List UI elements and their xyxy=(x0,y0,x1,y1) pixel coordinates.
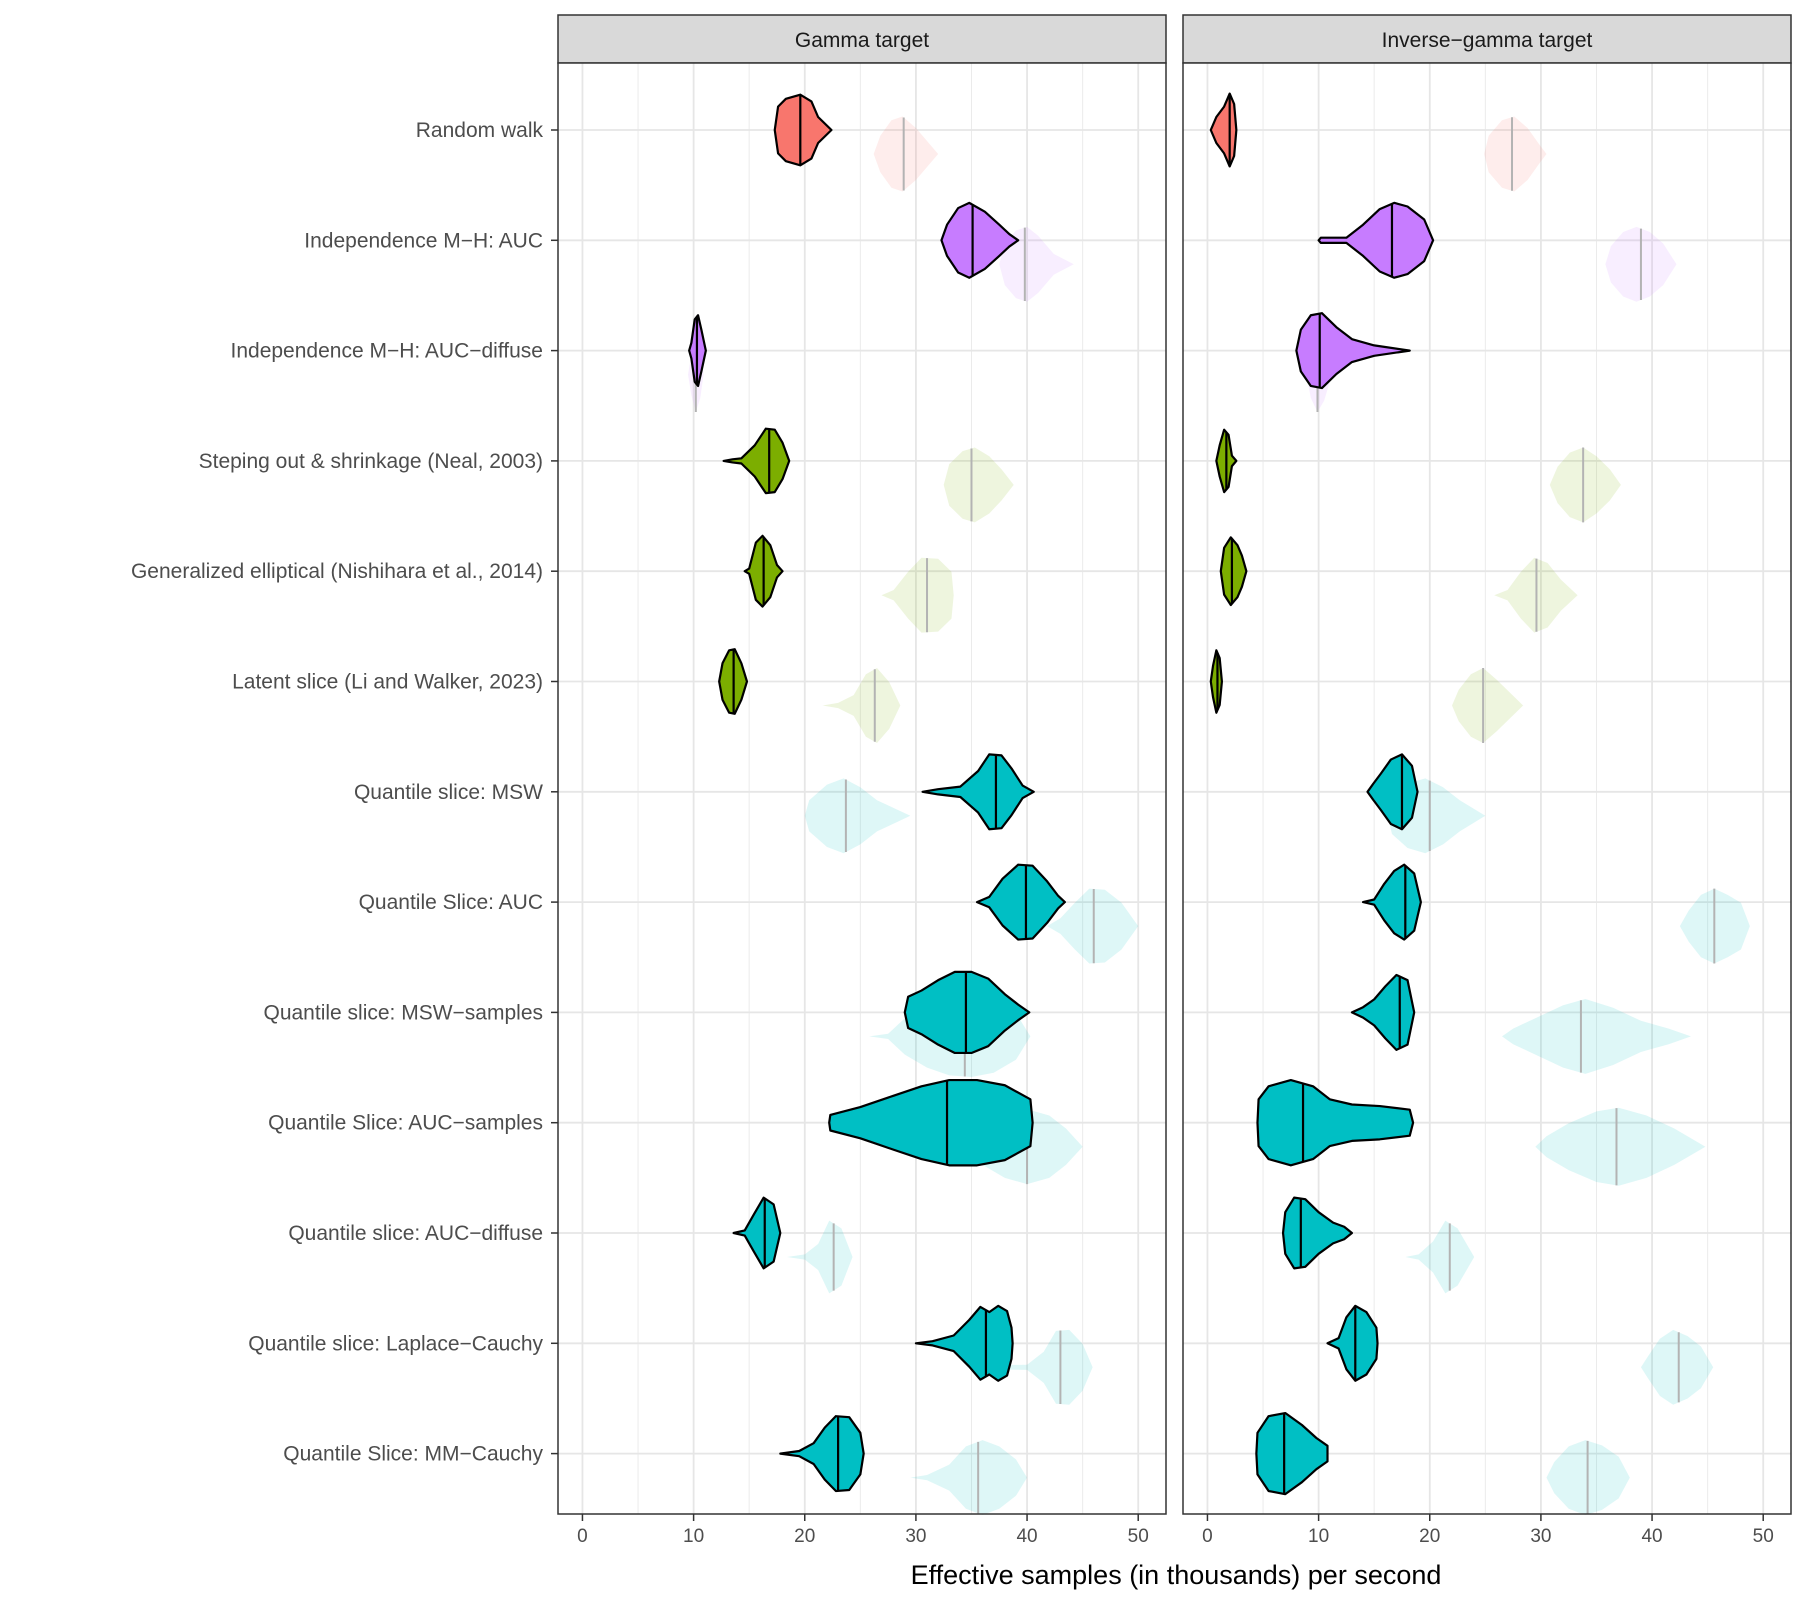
y-axis: Random walk Independence M−H: AUC Independ… xyxy=(131,119,558,1466)
x-tick-label: 20 xyxy=(794,1526,815,1547)
x-tick-label: 40 xyxy=(1641,1526,1662,1547)
ghost-violin-gamma-target-random-walk xyxy=(873,116,939,192)
violin-inverse-gamma-target-independence-m-h-auc-diffuse xyxy=(1295,312,1411,390)
ghost-violin-inverse-gamma-target-quantile-slice-msw-samples xyxy=(1502,998,1691,1074)
violin-inverse-gamma-target-quantile-slice-mm-cauchy xyxy=(1255,1411,1329,1496)
y-label-steping-out-shrinkage-neal-2003: Steping out & shrinkage (Neal, 2003) xyxy=(199,450,543,473)
ghost-violin-gamma-target-generalized-elliptical-nishihara-et-al-2014 xyxy=(881,557,954,633)
violin-gamma-target-steping-out-shrinkage-neal-2003 xyxy=(722,427,791,495)
x-axis-title: Effective samples (in thousands) per sec… xyxy=(911,1560,1442,1590)
ghost-violin-inverse-gamma-target-steping-out-shrinkage-neal-2003 xyxy=(1549,447,1621,523)
ghost-violin-gamma-target-quantile-slice-msw xyxy=(804,778,911,854)
violin-inverse-gamma-target-quantile-slice-laplace-cauchy xyxy=(1326,1304,1379,1382)
ghost-violin-inverse-gamma-target-random-walk xyxy=(1484,116,1547,192)
violin-inverse-gamma-target-quantile-slice-auc-samples xyxy=(1256,1078,1415,1167)
y-label-independence-m-h-auc-diffuse: Independence M−H: AUC−diffuse xyxy=(231,340,544,363)
violin-inverse-gamma-target-independence-m-h-auc xyxy=(1317,201,1435,279)
x-tick-label: 30 xyxy=(1530,1526,1551,1547)
violin-gamma-target-quantile-slice-auc-diffuse xyxy=(732,1196,782,1270)
ghost-violin-gamma-target-quantile-slice-mm-cauchy xyxy=(910,1440,1028,1516)
x-tick-label: 0 xyxy=(1202,1526,1213,1547)
violin-gamma-target-quantile-slice-auc xyxy=(975,863,1066,941)
facet-gamma: Gamma target 0 10 20 30 40 50 xyxy=(557,14,1167,1547)
y-label-quantile-slice-auc: Quantile Slice: AUC xyxy=(359,891,543,914)
violin-gamma-target-random-walk xyxy=(773,93,833,167)
ghost-violin-inverse-gamma-target-quantile-slice-laplace-cauchy xyxy=(1640,1329,1714,1405)
ghost-violin-inverse-gamma-target-latent-slice-li-and-walker-2023 xyxy=(1451,668,1524,743)
ghost-violin-gamma-target-independence-m-h-auc xyxy=(999,226,1074,302)
violin-inverse-gamma-target-generalized-elliptical-nishihara-et-al-2014 xyxy=(1219,536,1248,607)
violin-gamma-target-quantile-slice-auc-samples xyxy=(828,1078,1034,1167)
x-tick-label: 50 xyxy=(1753,1526,1774,1547)
x-tick-label: 10 xyxy=(1308,1526,1329,1547)
x-tick-label: 10 xyxy=(683,1526,704,1547)
violin-gamma-target-quantile-slice-mm-cauchy xyxy=(779,1415,865,1493)
ghost-violin-gamma-target-quantile-slice-auc-diffuse xyxy=(786,1220,853,1294)
facet-inverse-gamma: Inverse−gamma target 0 10 20 30 40 50 xyxy=(1182,14,1792,1547)
ghost-violin-gamma-target-latent-slice-li-and-walker-2023 xyxy=(822,668,901,743)
x-tick-label: 40 xyxy=(1016,1526,1037,1547)
violin-gamma-target-quantile-slice-msw xyxy=(921,753,1035,831)
violin-gamma-target-independence-m-h-auc xyxy=(940,201,1020,279)
panel-border xyxy=(1182,62,1792,1515)
x-tick-label: 20 xyxy=(1419,1526,1440,1547)
y-label-quantile-slice-msw: Quantile slice: MSW xyxy=(354,781,543,804)
strip-inverse-gamma xyxy=(1182,14,1792,64)
y-label-independence-m-h-auc: Independence M−H: AUC xyxy=(304,229,543,252)
y-label-generalized-elliptical-nishihara-et-al-2014: Generalized elliptical (Nishihara et al.… xyxy=(131,560,543,583)
ghost-violin-inverse-gamma-target-quantile-slice-auc-samples xyxy=(1535,1107,1706,1186)
panel-gamma: 0 10 20 30 40 50 xyxy=(557,62,1167,1547)
violin-gamma-target-quantile-slice-laplace-cauchy xyxy=(914,1304,1014,1382)
y-label-quantile-slice-auc-diffuse: Quantile slice: AUC−diffuse xyxy=(288,1222,543,1245)
panel-background xyxy=(558,63,1166,1514)
violin-inverse-gamma-target-latent-slice-li-and-walker-2023 xyxy=(1209,649,1223,714)
panel-inverse-gamma: 0 10 20 30 40 50 xyxy=(1182,62,1792,1547)
panel-background xyxy=(1183,63,1791,1514)
y-label-quantile-slice-laplace-cauchy: Quantile slice: Laplace−Cauchy xyxy=(248,1332,543,1355)
y-label-quantile-slice-msw-samples: Quantile slice: MSW−samples xyxy=(263,1001,543,1024)
y-label-quantile-slice-auc-samples: Quantile Slice: AUC−samples xyxy=(268,1112,543,1135)
panel-border xyxy=(557,62,1167,1515)
ghost-violin-gamma-target-quantile-slice-auc xyxy=(1047,888,1139,964)
x-tick-label: 0 xyxy=(577,1526,588,1547)
x-tick-label: 50 xyxy=(1128,1526,1149,1547)
y-label-latent-slice-li-and-walker-2023: Latent slice (Li and Walker, 2023) xyxy=(232,671,543,694)
strip-inverse-gamma-label: Inverse−gamma target xyxy=(1382,29,1593,52)
violin-inverse-gamma-target-quantile-slice-msw-samples xyxy=(1350,973,1416,1051)
violin-inverse-gamma-target-quantile-slice-msw xyxy=(1366,753,1419,831)
ghost-violin-inverse-gamma-target-quantile-slice-auc-diffuse xyxy=(1405,1220,1475,1294)
violin-inverse-gamma-target-quantile-slice-auc xyxy=(1361,863,1422,941)
x-tick-label: 30 xyxy=(905,1526,926,1547)
ghost-violin-gamma-target-steping-out-shrinkage-neal-2003 xyxy=(943,447,1014,523)
y-label-random-walk: Random walk xyxy=(416,119,544,142)
y-label-quantile-slice-mm-cauchy: Quantile Slice: MM−Cauchy xyxy=(283,1443,543,1466)
strip-gamma-label: Gamma target xyxy=(795,29,929,52)
violin-gamma-target-quantile-slice-msw-samples xyxy=(903,970,1031,1055)
strip-gamma xyxy=(557,14,1167,64)
